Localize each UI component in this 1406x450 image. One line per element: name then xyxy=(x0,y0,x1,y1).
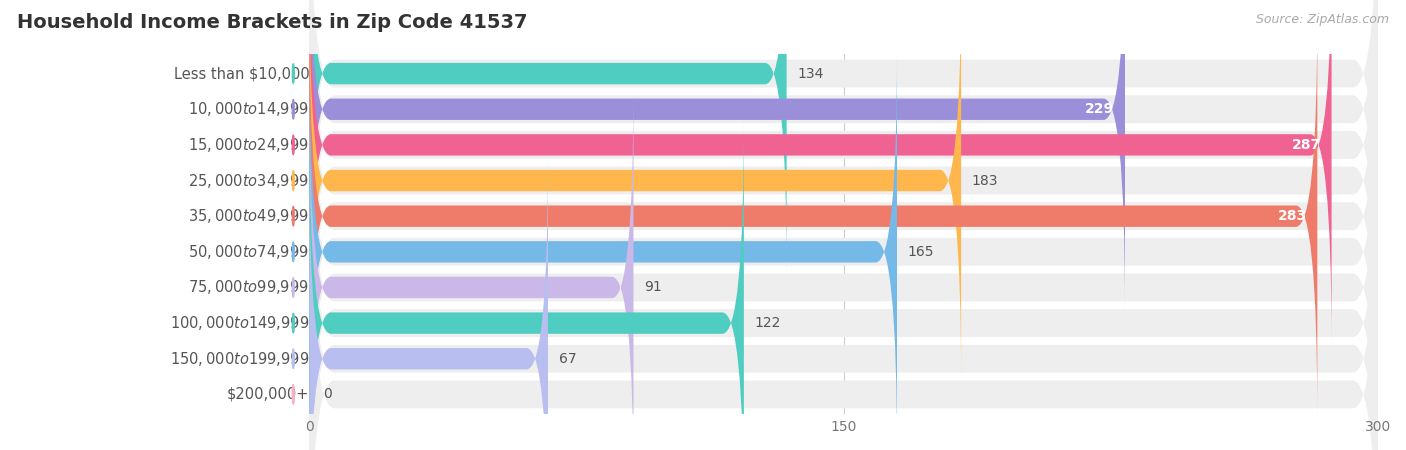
FancyBboxPatch shape xyxy=(309,0,1378,416)
FancyBboxPatch shape xyxy=(309,13,1317,419)
Text: $150,000 to $199,999: $150,000 to $199,999 xyxy=(170,350,309,368)
FancyBboxPatch shape xyxy=(309,159,1378,450)
Circle shape xyxy=(292,385,294,404)
Text: $35,000 to $49,999: $35,000 to $49,999 xyxy=(188,207,309,225)
FancyBboxPatch shape xyxy=(309,49,897,450)
Circle shape xyxy=(292,99,294,119)
Circle shape xyxy=(292,207,294,226)
FancyBboxPatch shape xyxy=(309,0,1378,450)
Text: $10,000 to $14,999: $10,000 to $14,999 xyxy=(188,100,309,118)
FancyBboxPatch shape xyxy=(309,0,1331,348)
Text: Less than $10,000: Less than $10,000 xyxy=(173,66,309,81)
Text: $25,000 to $34,999: $25,000 to $34,999 xyxy=(188,171,309,189)
Circle shape xyxy=(292,64,294,83)
FancyBboxPatch shape xyxy=(309,87,1378,450)
FancyBboxPatch shape xyxy=(309,0,1378,345)
Text: Household Income Brackets in Zip Code 41537: Household Income Brackets in Zip Code 41… xyxy=(17,14,527,32)
Circle shape xyxy=(292,349,294,369)
Text: 134: 134 xyxy=(797,67,824,81)
FancyBboxPatch shape xyxy=(309,0,1378,381)
Text: 287: 287 xyxy=(1292,138,1320,152)
Text: 91: 91 xyxy=(644,280,662,294)
FancyBboxPatch shape xyxy=(309,0,1125,312)
Text: 67: 67 xyxy=(558,352,576,366)
Text: 229: 229 xyxy=(1085,102,1115,116)
Text: 122: 122 xyxy=(755,316,780,330)
FancyBboxPatch shape xyxy=(309,84,634,450)
Text: Source: ZipAtlas.com: Source: ZipAtlas.com xyxy=(1256,14,1389,27)
Text: $200,000+: $200,000+ xyxy=(226,387,309,402)
Text: 183: 183 xyxy=(972,174,998,188)
Circle shape xyxy=(292,135,294,155)
Text: 165: 165 xyxy=(908,245,934,259)
Circle shape xyxy=(292,313,294,333)
Text: $15,000 to $24,999: $15,000 to $24,999 xyxy=(188,136,309,154)
FancyBboxPatch shape xyxy=(309,0,1378,309)
Text: 283: 283 xyxy=(1278,209,1306,223)
FancyBboxPatch shape xyxy=(309,0,962,384)
FancyBboxPatch shape xyxy=(309,16,1378,450)
Text: $100,000 to $149,999: $100,000 to $149,999 xyxy=(170,314,309,332)
Text: $50,000 to $74,999: $50,000 to $74,999 xyxy=(188,243,309,261)
FancyBboxPatch shape xyxy=(309,156,548,450)
Circle shape xyxy=(292,242,294,261)
FancyBboxPatch shape xyxy=(309,52,1378,450)
FancyBboxPatch shape xyxy=(309,0,786,277)
FancyBboxPatch shape xyxy=(309,123,1378,450)
Text: $75,000 to $99,999: $75,000 to $99,999 xyxy=(188,279,309,297)
Text: 0: 0 xyxy=(323,387,332,401)
Circle shape xyxy=(292,278,294,297)
Circle shape xyxy=(292,171,294,190)
FancyBboxPatch shape xyxy=(309,120,744,450)
